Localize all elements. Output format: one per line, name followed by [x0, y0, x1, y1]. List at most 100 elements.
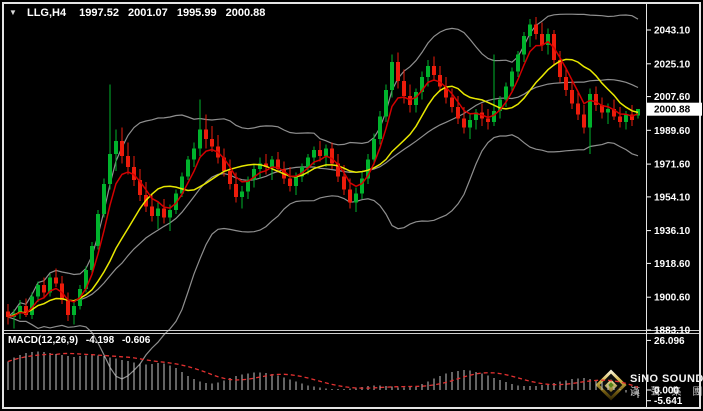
sino-sound-logo: SiNO SOUND 漢 聲 集 團	[594, 366, 703, 406]
macd-line-value: -4.198	[85, 335, 115, 346]
candle-body	[258, 163, 262, 169]
candle-body	[396, 62, 400, 81]
candle-body	[300, 167, 304, 177]
candle-body	[372, 138, 376, 160]
candle-body	[348, 189, 352, 203]
candle-body	[528, 24, 532, 36]
candle-body	[156, 208, 160, 216]
candle-body	[312, 150, 316, 158]
candle-body	[204, 129, 208, 139]
candle-body	[564, 77, 568, 91]
candle-body	[624, 114, 628, 123]
candle-body	[516, 54, 520, 72]
candle-body	[630, 114, 634, 121]
candle-body	[462, 118, 466, 128]
candle-body	[354, 193, 358, 203]
candle-body	[276, 159, 280, 169]
candle-body	[342, 176, 346, 190]
price-axis-label: 1954.10	[654, 192, 691, 203]
macd-axis: 26.096 0.000-5.641	[647, 336, 685, 407]
candle-body	[378, 116, 382, 139]
high-value: 2001.07	[128, 7, 168, 19]
candle-body	[36, 285, 40, 297]
ma-slow-line	[7, 58, 639, 318]
candle-body	[570, 90, 574, 104]
candle-body	[420, 77, 424, 93]
price-axis-label: 1900.60	[654, 293, 691, 304]
candle-body	[510, 71, 514, 87]
candle-body	[66, 300, 70, 316]
candle-body	[612, 108, 616, 117]
candle-body	[42, 285, 46, 293]
candle-body	[180, 176, 184, 194]
current-price-tag	[647, 102, 702, 116]
candle-body	[534, 24, 538, 34]
candle-body	[306, 157, 310, 168]
candle-body	[162, 208, 166, 218]
candle-body	[252, 168, 256, 181]
current-price-tag-text: 2000.88	[654, 105, 691, 116]
price-axis-label: 1971.60	[654, 160, 691, 171]
candle-body	[84, 270, 88, 289]
candle-body	[270, 159, 274, 168]
candle-body	[330, 148, 334, 164]
candle-body	[498, 99, 502, 111]
candle-body	[168, 210, 172, 218]
close-value: 2000.88	[225, 7, 266, 19]
candle-body	[456, 107, 460, 119]
candle-body	[90, 245, 94, 271]
bollinger-upper-line	[7, 13, 639, 318]
candle-body	[96, 213, 100, 246]
candle-body	[30, 296, 34, 316]
candle-body	[414, 92, 418, 106]
candle-body	[114, 140, 118, 154]
candle-body	[576, 103, 580, 115]
candle-body	[468, 120, 472, 128]
price-axis-label: 1883.10	[654, 326, 691, 337]
candle-body	[24, 305, 28, 316]
candle-body	[522, 35, 526, 55]
collapse-triangle-icon[interactable]: ▼	[9, 8, 17, 17]
candle-body	[120, 140, 124, 156]
candle-body	[126, 155, 130, 168]
candle-body	[102, 183, 106, 214]
macd-name-label: MACD(12,26,9)	[8, 335, 79, 346]
candle-body	[324, 148, 328, 156]
candle-body	[540, 33, 544, 46]
bollinger-bands	[7, 13, 639, 380]
candle-body	[600, 105, 604, 113]
candle-body	[606, 108, 610, 113]
open-value: 1997.52	[79, 7, 119, 19]
candle-body	[246, 180, 250, 192]
candle-body	[402, 80, 406, 96]
price-axis-label: 2007.60	[654, 92, 691, 103]
candle-body	[582, 114, 586, 128]
candle-body	[54, 277, 58, 284]
logo-brand-text: SiNO SOUND	[630, 373, 703, 385]
candle-body	[360, 178, 364, 194]
candle-body	[384, 90, 388, 117]
candle-body	[444, 86, 448, 98]
ma-fast-line	[7, 40, 639, 318]
price-axis-label: 1936.10	[654, 226, 691, 237]
macd-axis-label: 26.096	[654, 336, 685, 347]
candle-body	[546, 33, 550, 46]
candle-body	[240, 191, 244, 197]
bollinger-middle-line	[7, 78, 639, 318]
candle-body	[228, 170, 232, 184]
price-axis-label: 2043.10	[654, 26, 691, 37]
candlesticks	[6, 17, 640, 329]
chart-title: ▼ LLG,H4 1997.52 2001.07 1995.99 2000.88	[9, 7, 265, 19]
bollinger-lower-line	[7, 134, 639, 380]
candle-body	[222, 157, 226, 171]
candle-body	[318, 150, 322, 156]
candle-body	[366, 159, 370, 179]
candle-body	[558, 60, 562, 78]
candle-body	[72, 305, 76, 316]
candle-body	[18, 305, 22, 314]
candle-body	[474, 112, 478, 121]
candle-body	[618, 116, 622, 122]
